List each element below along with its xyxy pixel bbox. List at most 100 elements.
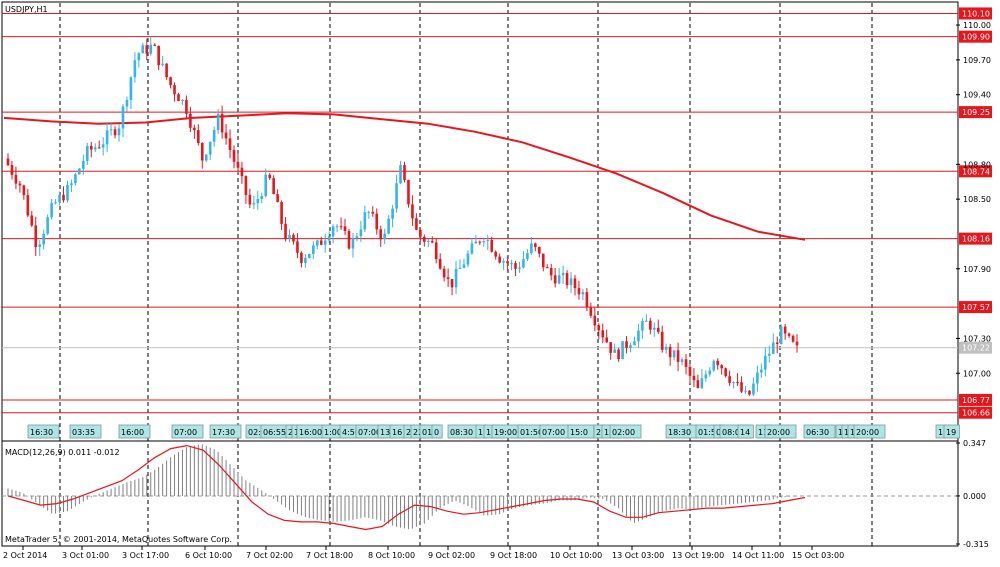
candle-body	[597, 325, 601, 331]
candle-body	[676, 350, 680, 362]
candle-body	[248, 194, 252, 205]
event-marker[interactable]	[171, 424, 204, 439]
event-marker[interactable]	[431, 424, 443, 439]
event-marker[interactable]	[69, 424, 102, 439]
event-marker[interactable]	[764, 424, 797, 439]
candle-body	[462, 264, 466, 268]
candle-body	[434, 242, 438, 260]
event-marker-label: 15:0	[570, 428, 588, 437]
event-marker-label: 01:	[422, 428, 435, 437]
candle-body	[391, 208, 394, 219]
time-label: 13 Oct 19:00	[672, 551, 724, 560]
candle-body	[740, 382, 743, 392]
candle-body	[173, 85, 176, 95]
event-marker-label: 13	[380, 428, 390, 437]
macd-subwindow-frame[interactable]	[1, 440, 959, 547]
candle-body	[339, 226, 343, 228]
level-tag-label: 108.16	[962, 235, 990, 244]
time-label: 13 Oct 03:00	[612, 551, 664, 560]
candle-body	[355, 236, 359, 239]
candle-body	[454, 268, 458, 288]
candle-body	[220, 113, 224, 133]
candle-body	[609, 342, 612, 353]
candle-body	[97, 147, 101, 149]
candle-body	[300, 252, 303, 263]
time-label: 3 Oct 01:00	[62, 551, 109, 560]
candle-body	[458, 267, 462, 269]
candle-body	[589, 307, 593, 316]
candle-body	[101, 144, 105, 148]
candle-body	[557, 275, 561, 284]
candle-body	[351, 238, 355, 249]
event-marker-label: 2	[596, 428, 601, 437]
event-marker-label: 06:55	[263, 428, 286, 437]
level-tag-label: 106.77	[962, 396, 990, 405]
event-marker-label: 2	[288, 428, 293, 437]
event-marker[interactable]	[209, 424, 242, 439]
candle-body	[38, 244, 42, 248]
candle-body	[680, 359, 684, 362]
candle-body	[292, 234, 295, 242]
candle-body	[371, 211, 375, 214]
event-marker-label: 02:	[248, 428, 261, 437]
time-label: 8 Oct 10:00	[368, 551, 415, 560]
price-label: 107.00	[963, 369, 991, 378]
candle-body	[423, 236, 426, 242]
candle-body	[121, 106, 125, 129]
event-marker-label: 1	[938, 428, 943, 437]
candle-body	[692, 375, 696, 381]
candle-body	[177, 94, 180, 102]
candle-body	[212, 130, 216, 142]
event-marker[interactable]	[803, 424, 836, 439]
candle-body	[522, 259, 525, 268]
candle-body	[232, 150, 236, 162]
candle-body	[200, 142, 204, 161]
candle-body	[752, 383, 755, 395]
event-marker[interactable]	[27, 424, 60, 439]
event-marker[interactable]	[737, 424, 754, 439]
candle-body	[656, 327, 660, 332]
time-axis: 2 Oct 2014 3 Oct 01:00 3 Oct 17:00 6 Oct 10…	[3, 546, 844, 560]
candle-body	[549, 267, 553, 276]
event-marker-label: 1	[294, 428, 299, 437]
main-chart-frame[interactable]	[1, 1, 959, 442]
candle-body	[478, 241, 482, 243]
candle-body	[419, 229, 422, 237]
event-marker[interactable]	[943, 424, 960, 439]
economic-events-strip[interactable]: 16:30 03:35 16:00 07:00 17:30 02: 06:55 2 1 16:00…	[27, 424, 960, 439]
event-marker-label: 08:00	[722, 428, 745, 437]
level-tag-label: 109.25	[962, 108, 990, 117]
candle-body	[764, 355, 767, 370]
candle-body	[6, 158, 10, 166]
event-marker-label: 16:00	[121, 428, 144, 437]
candle-body	[518, 267, 521, 269]
candle-body	[42, 233, 45, 245]
copyright-notice: MetaTrader 5, © 2001-2014, MetaQuotes So…	[5, 535, 232, 544]
candle-body	[296, 241, 299, 253]
event-marker-label: 01:5	[698, 428, 716, 437]
candle-body	[617, 349, 620, 360]
event-marker-label: 07:00	[358, 428, 381, 437]
candle-body	[514, 263, 517, 269]
candle-body	[613, 349, 616, 353]
candle-body	[605, 337, 609, 343]
candle-body	[10, 165, 14, 175]
level-tag	[959, 393, 992, 406]
time-label: 2 Oct 2014	[3, 551, 47, 560]
candle-body	[450, 278, 454, 288]
candle-body	[728, 376, 731, 383]
candle-body	[470, 243, 474, 254]
candle-body	[601, 330, 605, 338]
candle-body	[652, 327, 656, 330]
candle-body	[736, 382, 739, 384]
level-tag	[959, 232, 992, 245]
time-label: 15 Oct 03:00	[792, 551, 844, 560]
event-marker[interactable]	[853, 424, 886, 439]
candle-body	[117, 128, 121, 136]
ma-line	[3, 112, 806, 241]
event-marker[interactable]	[609, 424, 642, 439]
event-marker[interactable]	[118, 424, 151, 439]
macd-axis-label: 0.347	[963, 439, 986, 448]
candle-body	[668, 346, 672, 358]
